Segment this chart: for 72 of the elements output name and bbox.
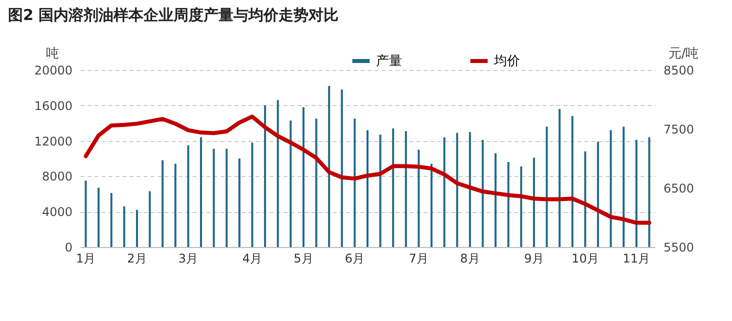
bar — [328, 86, 330, 247]
x-tick-label: 4月 — [242, 252, 262, 266]
y-tick-label: 20000 — [34, 64, 72, 78]
y2-tick-label: 8500 — [664, 64, 694, 78]
bar — [123, 206, 126, 247]
bar — [315, 118, 318, 247]
bar — [340, 89, 343, 247]
legend-label: 产量 — [376, 54, 402, 69]
bar — [174, 164, 176, 247]
bar — [84, 180, 87, 247]
y-tick-label: 4000 — [42, 205, 72, 220]
x-tick-label: 6月 — [344, 252, 365, 266]
bar — [264, 105, 266, 247]
bar — [302, 107, 304, 247]
bar — [98, 188, 100, 247]
bar — [430, 164, 433, 247]
x-tick-label: 11月 — [622, 252, 650, 266]
bar — [148, 191, 151, 247]
bar — [622, 126, 625, 247]
bar — [238, 158, 240, 247]
bar — [187, 145, 190, 247]
bar — [162, 160, 164, 247]
bar — [110, 193, 112, 247]
x-tick-label: 5月 — [294, 252, 314, 266]
bar — [584, 151, 586, 247]
y-tick-label: 16000 — [34, 98, 72, 113]
bar — [648, 137, 650, 247]
bar — [468, 132, 471, 247]
bar — [136, 210, 138, 247]
y2-tick-label: 7500 — [664, 122, 694, 136]
x-tick-label: 9月 — [524, 252, 544, 266]
y-axis-title: 吨 — [46, 46, 59, 62]
x-tick-label: 1月 — [76, 252, 96, 266]
bar — [494, 153, 497, 247]
bar — [546, 126, 548, 247]
x-tick-label: 8月 — [460, 252, 480, 266]
bar — [200, 137, 202, 247]
y-tick-label: 12000 — [34, 134, 72, 148]
bar — [635, 140, 638, 247]
bar — [520, 166, 522, 247]
bar — [251, 142, 254, 247]
bar — [418, 150, 420, 247]
bar — [212, 148, 215, 247]
bar — [354, 118, 356, 247]
bar — [379, 134, 382, 247]
bar — [290, 120, 292, 247]
bar — [443, 137, 446, 247]
bar — [507, 162, 510, 247]
x-tick-label: 10月 — [572, 252, 599, 266]
y-tick-label: 8000 — [42, 170, 72, 184]
legend-label: 均价 — [493, 54, 520, 69]
bar — [597, 142, 600, 247]
bar — [482, 140, 484, 247]
x-tick-label: 7月 — [408, 252, 429, 266]
bar — [610, 130, 612, 247]
bar — [392, 128, 394, 247]
y-tick-label: 0 — [64, 240, 72, 254]
x-tick-label: 2月 — [127, 252, 147, 266]
bar — [404, 131, 407, 247]
chart-title: 图2 国内溶剂油样本企业周度产量与均价走势对比 — [8, 6, 339, 24]
bar — [366, 130, 368, 247]
bar — [226, 148, 228, 247]
bar — [276, 100, 279, 247]
line-series — [84, 114, 652, 225]
bar — [532, 158, 535, 247]
y2-tick-label: 5500 — [664, 240, 694, 254]
y2-axis-title: 元/吨 — [668, 46, 699, 62]
bar — [571, 116, 574, 247]
bar — [456, 132, 458, 247]
x-tick-label: 3月 — [178, 252, 198, 266]
y2-tick-label: 6500 — [664, 182, 694, 196]
bar — [558, 108, 561, 247]
